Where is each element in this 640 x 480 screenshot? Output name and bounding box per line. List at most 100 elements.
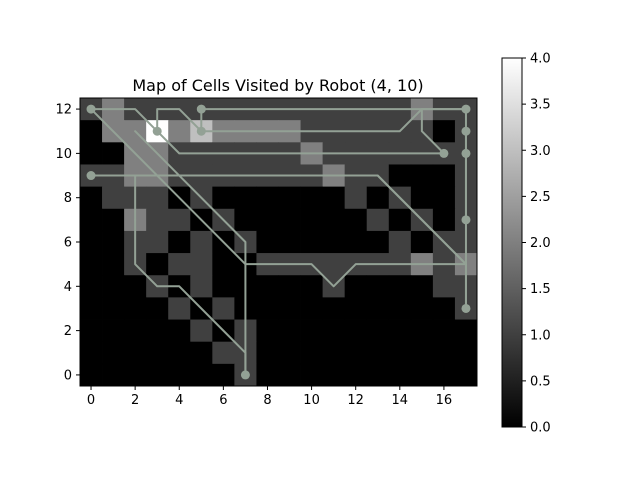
heatmap-cell	[300, 275, 324, 298]
heatmap-cell	[80, 120, 103, 143]
robot-path-line	[90, 108, 445, 155]
heatmap-cell	[124, 341, 147, 365]
heatmap-cell	[80, 253, 103, 276]
robot-path-line	[90, 108, 467, 288]
x-tick-label: 8	[263, 393, 271, 408]
heatmap-cell	[344, 208, 368, 232]
heatmap-cell	[410, 363, 434, 387]
heatmap-cell	[80, 142, 103, 165]
heatmap-cell	[366, 230, 390, 254]
heatmap-cell	[278, 275, 301, 298]
heatmap-cell	[256, 363, 279, 387]
heatmap-cell	[410, 341, 434, 365]
heatmap-cell	[410, 230, 434, 254]
y-tick-label: 8	[64, 191, 72, 206]
heatmap-cell	[388, 275, 412, 298]
heatmap-cell	[366, 297, 390, 320]
colorbar-tick-label: 0.5	[530, 374, 551, 389]
heatmap-cell	[278, 363, 301, 387]
heatmap-cell	[322, 363, 346, 387]
path-marker	[439, 148, 449, 158]
heatmap-cell	[410, 164, 434, 188]
heatmap-cell	[212, 341, 235, 365]
heatmap-cell	[212, 186, 235, 210]
heatmap-cell	[80, 341, 103, 365]
heatmap-cell	[102, 208, 125, 232]
heatmap-cell	[146, 208, 169, 232]
path-marker	[196, 104, 206, 114]
heatmap-cell	[432, 120, 456, 143]
heatmap-cell	[146, 186, 169, 210]
heatmap-cell	[366, 275, 390, 298]
path-marker	[461, 104, 471, 114]
heatmap-cell	[190, 230, 213, 254]
heatmap-cell	[80, 230, 103, 254]
heatmap-cell	[124, 275, 147, 298]
heatmap-cell	[124, 297, 147, 320]
heatmap-cell	[432, 164, 456, 188]
heatmap-cell	[454, 363, 478, 387]
heatmap-cell	[278, 341, 301, 365]
heatmap-cell	[322, 253, 346, 276]
path-markers	[86, 104, 471, 380]
heatmap-cell	[190, 253, 213, 276]
heatmap-cell	[410, 186, 434, 210]
colorbar-tick-label: 2.5	[530, 190, 551, 205]
heatmap-cell	[256, 208, 279, 232]
heatmap-cell	[344, 297, 368, 320]
heatmap-cell	[146, 253, 169, 276]
heatmap-cell	[388, 363, 412, 387]
path-marker	[86, 104, 96, 114]
heatmap-cell	[102, 186, 125, 210]
path-marker	[240, 370, 250, 380]
heatmap-cell	[212, 363, 235, 387]
heatmap-cell	[102, 253, 125, 276]
heatmap-cell	[432, 275, 456, 298]
heatmap-cell	[322, 230, 346, 254]
heatmap-cell	[168, 363, 191, 387]
heatmap-cell	[366, 186, 390, 210]
robot-path-line	[420, 108, 445, 155]
heatmap-cell	[168, 208, 191, 232]
heatmap-cell	[344, 186, 368, 210]
heatmap-cell	[278, 319, 301, 343]
heatmap-cell	[190, 341, 213, 365]
path-marker	[461, 215, 471, 225]
x-tick-label: 4	[175, 393, 183, 408]
x-tick-label: 6	[219, 393, 227, 408]
robot-path-line	[134, 130, 247, 376]
heatmap-cell	[146, 297, 169, 320]
heatmap-cell	[344, 275, 368, 298]
heatmap-cell	[344, 363, 368, 387]
heatmap-cell	[432, 341, 456, 365]
heatmap-cell	[410, 297, 434, 320]
heatmap-cell	[124, 319, 147, 343]
colorbar	[501, 57, 523, 428]
colorbar-tick-label: 2.0	[530, 236, 551, 251]
heatmap-cell	[102, 275, 125, 298]
heatmap-cell	[80, 319, 103, 343]
heatmap-cell	[256, 319, 279, 343]
heatmap-cell	[366, 208, 390, 232]
y-tick-label: 4	[64, 280, 72, 295]
heatmap-cell	[256, 186, 279, 210]
heatmap-cell	[278, 297, 301, 320]
heatmap-cell	[102, 341, 125, 365]
heatmap-cell	[102, 363, 125, 387]
path-marker	[461, 148, 471, 158]
heatmap-cell	[388, 341, 412, 365]
heatmap-cell	[366, 319, 390, 343]
heatmap-cell	[388, 208, 412, 232]
heatmap-cell	[256, 297, 279, 320]
heatmap-cell	[344, 230, 368, 254]
heatmap-cell	[80, 363, 103, 387]
x-tick-label: 0	[87, 393, 95, 408]
heatmap-cell	[146, 363, 169, 387]
heatmap-cell	[212, 297, 235, 320]
heatmap-cell	[410, 319, 434, 343]
path-marker	[461, 303, 471, 313]
heatmap-cell	[278, 230, 301, 254]
heatmap-cell	[388, 230, 412, 254]
heatmap-cell	[366, 363, 390, 387]
heatmap-cell	[190, 319, 213, 343]
